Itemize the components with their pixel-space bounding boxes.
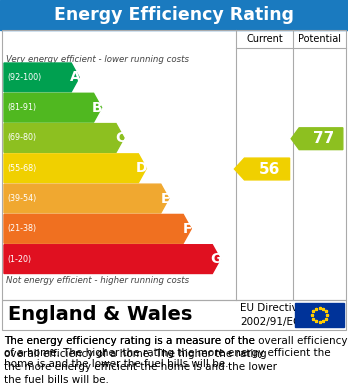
Polygon shape: [4, 63, 79, 92]
Text: (21-38): (21-38): [7, 224, 36, 233]
Bar: [0, 0, 348, 30]
Text: Energy Efficiency Rating: Energy Efficiency Rating: [54, 6, 294, 24]
Text: The energy efficiency rating is a measure of the overall efficiency of a home. T: The energy efficiency rating is a measur…: [4, 336, 348, 369]
Polygon shape: [4, 214, 191, 243]
Text: D: D: [136, 161, 148, 175]
Text: C: C: [115, 131, 125, 145]
Text: E: E: [160, 192, 170, 206]
Text: F: F: [183, 222, 192, 236]
Bar: [2, 300, 346, 330]
Text: (81-91): (81-91): [7, 103, 36, 112]
Text: Very energy efficient - lower running costs: Very energy efficient - lower running co…: [6, 55, 189, 64]
Text: The energy efficiency rating is a measure of the: The energy efficiency rating is a measur…: [4, 336, 255, 346]
Polygon shape: [4, 245, 220, 273]
Text: Potential: Potential: [298, 34, 341, 44]
Polygon shape: [4, 93, 102, 122]
Bar: [2, 30, 346, 300]
Polygon shape: [235, 158, 290, 180]
Text: (39-54): (39-54): [7, 194, 36, 203]
Text: 56: 56: [259, 161, 280, 176]
Text: (92-100): (92-100): [7, 73, 41, 82]
Bar: [295, 303, 344, 327]
Polygon shape: [4, 154, 147, 183]
Text: England & Wales: England & Wales: [8, 305, 192, 325]
Polygon shape: [4, 124, 124, 152]
Polygon shape: [291, 128, 343, 150]
Text: overall efficiency of a home. The higher the rating: overall efficiency of a home. The higher…: [4, 349, 267, 359]
Text: B: B: [92, 100, 103, 115]
Text: EU Directive
2002/91/EC: EU Directive 2002/91/EC: [240, 303, 304, 326]
Text: G: G: [210, 252, 221, 266]
Text: the fuel bills will be.: the fuel bills will be.: [4, 375, 109, 385]
Text: (55-68): (55-68): [7, 164, 36, 173]
Text: A: A: [70, 70, 80, 84]
Text: 77: 77: [313, 131, 334, 146]
Text: (1-20): (1-20): [7, 255, 31, 264]
Text: the more energy efficient the home is and the lower: the more energy efficient the home is an…: [4, 362, 277, 372]
Text: Current: Current: [246, 34, 283, 44]
Text: Not energy efficient - higher running costs: Not energy efficient - higher running co…: [6, 276, 189, 285]
Polygon shape: [4, 184, 169, 213]
Text: (69-80): (69-80): [7, 133, 36, 142]
